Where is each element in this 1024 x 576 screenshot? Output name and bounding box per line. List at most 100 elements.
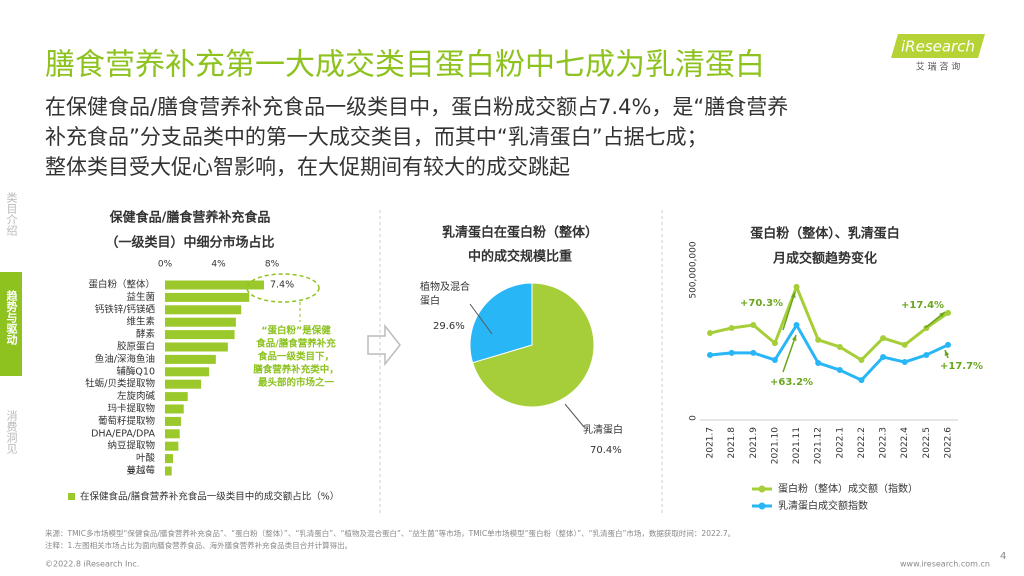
legend-marker bbox=[758, 502, 766, 510]
point bbox=[858, 356, 865, 363]
annotation-arrow bbox=[782, 334, 797, 373]
x-tick-label: 2021.7 bbox=[706, 427, 716, 459]
x-tick-label: 2022.2 bbox=[857, 427, 867, 459]
point bbox=[880, 354, 887, 361]
slice-label: 植物及混合蛋白 bbox=[420, 282, 470, 307]
category-label: 鱼油/深海鱼油 bbox=[95, 353, 155, 365]
legend-swatch bbox=[68, 493, 75, 500]
annotation: +17.4% bbox=[901, 300, 944, 311]
chart-title: 乳清蛋白在蛋白粉（整体） bbox=[442, 225, 598, 241]
category-label: 钙铁锌/钙镁硒 bbox=[95, 303, 156, 315]
category-label: 益生菌 bbox=[126, 291, 155, 303]
x-tick-label: 2021.10 bbox=[770, 427, 780, 464]
annotation: “蛋白粉”是保健 bbox=[261, 325, 331, 337]
x-tick-label: 2021.9 bbox=[749, 427, 759, 459]
point bbox=[815, 359, 822, 366]
point bbox=[793, 283, 800, 290]
source: 来源：TMIC多市场模型“保健食品/膳食营养补充食品”、“蛋白粉（整体）”、“乳… bbox=[45, 528, 735, 538]
annotation: 食品一级类目下， bbox=[257, 351, 334, 363]
x-tick-label: 2022.6 bbox=[944, 427, 954, 459]
pie-slice bbox=[469, 282, 533, 364]
arrow-head bbox=[791, 292, 796, 298]
category-label: 蛋白粉（整体） bbox=[88, 279, 155, 291]
arrow-head bbox=[939, 312, 945, 318]
logo-shape bbox=[891, 34, 985, 58]
point bbox=[771, 340, 778, 347]
x-tick-label: 0% bbox=[158, 260, 173, 270]
bar bbox=[165, 416, 182, 426]
arrow-head bbox=[791, 335, 797, 341]
pie-slice bbox=[471, 282, 595, 408]
legend-label: 在保健食品/膳食营养补充食品一级类目中的成交额占比（%） bbox=[80, 491, 339, 503]
point bbox=[707, 351, 713, 358]
subtitle-line: 整体类目受大促心智影响，在大促期间有较大的成交跳起 bbox=[45, 155, 570, 179]
category-label: 蔓越莓 bbox=[126, 465, 155, 477]
category-label: 胶原蛋白 bbox=[117, 341, 155, 353]
legend-label: 乳清蛋白成交额指数 bbox=[778, 499, 868, 512]
point bbox=[815, 336, 822, 343]
bar bbox=[165, 441, 179, 451]
arrow bbox=[367, 323, 401, 367]
sidebar-item[interactable]: 趋势与驱动 bbox=[5, 289, 18, 346]
category-label: 辅酶Q10 bbox=[116, 365, 155, 377]
series-line bbox=[709, 285, 949, 362]
bar bbox=[165, 342, 228, 352]
leader bbox=[469, 303, 493, 335]
point bbox=[836, 343, 843, 350]
point bbox=[750, 322, 757, 329]
point bbox=[728, 349, 735, 356]
x-tick-label: 2021.11 bbox=[792, 427, 802, 464]
point bbox=[858, 377, 865, 384]
legend-label: 蛋白粉（整体）成交额（指数） bbox=[778, 482, 918, 495]
bar bbox=[165, 330, 235, 340]
x-tick-label: 4% bbox=[211, 260, 226, 270]
category-label: 维生素 bbox=[126, 316, 155, 328]
slice-label-text: 植物及混合蛋白 bbox=[420, 282, 470, 307]
series-line bbox=[709, 323, 949, 382]
annotation: 食品/膳食营养补充 bbox=[255, 338, 336, 350]
bar bbox=[165, 392, 188, 402]
point bbox=[707, 330, 713, 337]
logo-sub: 艾 瑞 咨 询 bbox=[916, 61, 961, 73]
x-tick-label: 2022.5 bbox=[922, 427, 932, 459]
point bbox=[945, 309, 951, 316]
annotation-arrow bbox=[782, 291, 796, 331]
bar bbox=[165, 317, 236, 327]
x-tick-label: 2022.4 bbox=[900, 427, 910, 459]
annotation: +70.3% bbox=[740, 298, 783, 309]
chart-title: 中的成交规模比重 bbox=[468, 249, 572, 265]
point bbox=[793, 322, 800, 329]
bar bbox=[165, 466, 172, 476]
x-tick-label: 2022.3 bbox=[879, 427, 889, 459]
point bbox=[836, 367, 843, 374]
annotation: 膳食营养补充类中， bbox=[253, 364, 339, 376]
sidebar-item[interactable]: 类目介绍 bbox=[5, 191, 18, 237]
bar bbox=[165, 292, 250, 302]
slice-value: 29.6% bbox=[433, 321, 465, 332]
bar bbox=[165, 454, 174, 464]
point bbox=[901, 359, 908, 366]
point bbox=[945, 341, 951, 348]
copyright: ©2022.8 iResearch Inc. bbox=[45, 560, 139, 569]
point bbox=[728, 325, 735, 332]
slice-label: 乳清蛋白 bbox=[583, 425, 623, 436]
arrow-head bbox=[944, 350, 950, 356]
logo: iResearch bbox=[901, 38, 975, 56]
chart-title: 月成交额趋势变化 bbox=[772, 251, 877, 267]
slide-title: 膳食营养补充第一大成交类目蛋白粉中七成为乳清蛋白 bbox=[45, 48, 765, 83]
chart-title: 保健食品/膳食营养补充食品 bbox=[109, 210, 271, 226]
point bbox=[750, 349, 757, 356]
sidebar-item[interactable]: 消费洞见 bbox=[5, 409, 18, 455]
bar bbox=[165, 379, 202, 389]
bar bbox=[165, 280, 264, 290]
category-label: 左旋肉碱 bbox=[117, 390, 156, 402]
x-tick-label: 2021.12 bbox=[814, 427, 824, 464]
x-tick-label: 2021.8 bbox=[727, 427, 737, 459]
annotation: +17.7% bbox=[940, 361, 983, 372]
leader bbox=[564, 403, 585, 428]
highlight bbox=[246, 273, 320, 303]
category-label: DHA/EPA/DPA bbox=[91, 428, 155, 439]
value-label: 7.4% bbox=[270, 280, 294, 291]
annotation: 最头部的市场之一 bbox=[258, 377, 335, 389]
